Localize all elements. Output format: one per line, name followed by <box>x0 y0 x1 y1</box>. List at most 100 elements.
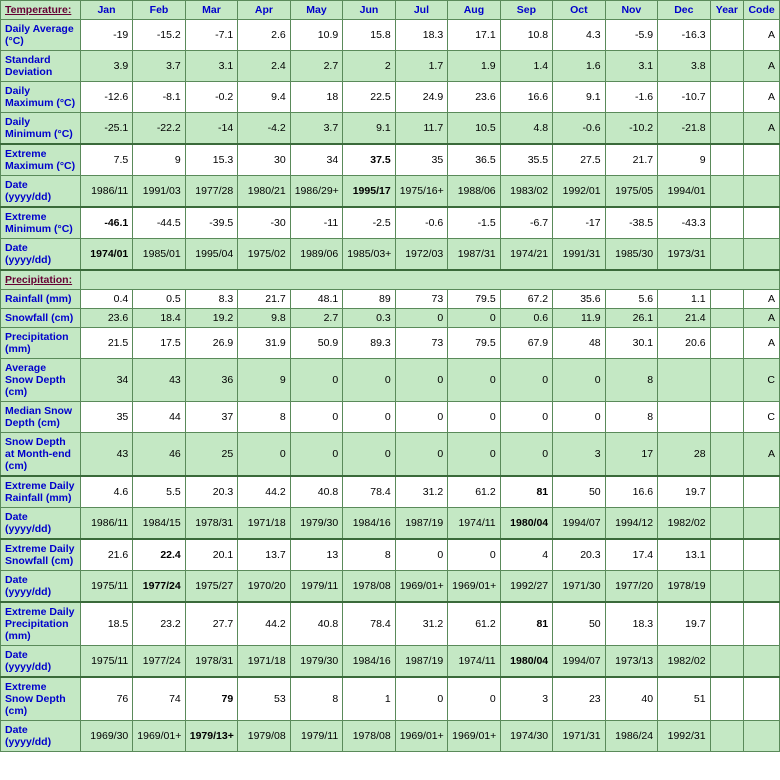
cell-value: 31.9 <box>238 328 290 359</box>
cell-value: -11 <box>290 207 342 239</box>
cell-value: -10.7 <box>658 82 710 113</box>
cell-value: 3 <box>500 677 552 721</box>
cell-value: -0.6 <box>553 113 605 145</box>
cell-value: 1979/08 <box>238 721 290 752</box>
col-header: Jan <box>80 1 132 20</box>
cell-year <box>710 20 744 51</box>
cell-year <box>710 571 744 603</box>
cell-value: -0.6 <box>395 207 447 239</box>
cell-value: 19.7 <box>658 476 710 508</box>
cell-value: 43 <box>133 359 185 402</box>
cell-value: 28 <box>658 433 710 477</box>
cell-value: 8 <box>605 359 657 402</box>
cell-value: 31.2 <box>395 476 447 508</box>
cell-year <box>710 359 744 402</box>
cell-value: 35.5 <box>500 144 552 176</box>
cell-value: 1991/31 <box>553 239 605 271</box>
cell-year <box>710 82 744 113</box>
cell-value: 35 <box>80 402 132 433</box>
cell-value: 9 <box>658 144 710 176</box>
cell-value: 1986/29+ <box>290 176 342 208</box>
cell-value: 1984/15 <box>133 508 185 540</box>
cell-value: 1980/04 <box>500 646 552 678</box>
row-label: Date (yyyy/dd) <box>1 239 81 271</box>
cell-value: 0 <box>500 359 552 402</box>
col-header: Jul <box>395 1 447 20</box>
cell-value: -2.5 <box>343 207 395 239</box>
cell-value: 1977/24 <box>133 571 185 603</box>
table-row: Date (yyyy/dd)1986/111984/151978/311971/… <box>1 508 780 540</box>
cell-value: 1994/01 <box>658 176 710 208</box>
section-header: Temperature: <box>1 1 81 20</box>
table-row: Date (yyyy/dd)1975/111977/241975/271970/… <box>1 571 780 603</box>
cell-value: 1970/20 <box>238 571 290 603</box>
cell-value: 8.3 <box>185 290 237 309</box>
table-row: Daily Average (°C)-19-15.2-7.12.610.915.… <box>1 20 780 51</box>
cell-value: -5.9 <box>605 20 657 51</box>
cell-value: 73 <box>395 290 447 309</box>
cell-value: 1.4 <box>500 51 552 82</box>
cell-value: 1 <box>343 677 395 721</box>
col-header: Nov <box>605 1 657 20</box>
cell-value: 0 <box>500 402 552 433</box>
cell-value: 1969/01+ <box>133 721 185 752</box>
cell-value: 40.8 <box>290 602 342 646</box>
cell-value: -38.5 <box>605 207 657 239</box>
cell-value: 1987/19 <box>395 646 447 678</box>
cell-year <box>710 433 744 477</box>
cell-value: 48.1 <box>290 290 342 309</box>
cell-value: 78.4 <box>343 602 395 646</box>
cell-value: 0 <box>448 433 500 477</box>
cell-value: -25.1 <box>80 113 132 145</box>
cell-value <box>658 402 710 433</box>
row-label: Extreme Snow Depth (cm) <box>1 677 81 721</box>
cell-value: 9.4 <box>238 82 290 113</box>
row-label: Date (yyyy/dd) <box>1 646 81 678</box>
cell-value: 35.6 <box>553 290 605 309</box>
cell-value: 67.2 <box>500 290 552 309</box>
cell-value: 27.5 <box>553 144 605 176</box>
row-label: Extreme Maximum (°C) <box>1 144 81 176</box>
cell-value: 0 <box>343 402 395 433</box>
table-row: Date (yyyy/dd)1974/011985/011995/041975/… <box>1 239 780 271</box>
cell-value: 0 <box>395 677 447 721</box>
cell-value: 3.7 <box>133 51 185 82</box>
cell-value: 19.7 <box>658 602 710 646</box>
cell-value: 1973/13 <box>605 646 657 678</box>
cell-year <box>710 677 744 721</box>
cell-value: 1978/08 <box>343 571 395 603</box>
cell-value: 13.1 <box>658 539 710 571</box>
cell-value: 1983/02 <box>500 176 552 208</box>
table-row: Snow Depth at Month-end (cm)434625000000… <box>1 433 780 477</box>
cell-value: 0 <box>500 433 552 477</box>
cell-value: 50 <box>553 602 605 646</box>
cell-year <box>710 602 744 646</box>
cell-value: 1980/04 <box>500 508 552 540</box>
cell-value: 23.6 <box>448 82 500 113</box>
cell-year <box>710 176 744 208</box>
cell-value: 1980/21 <box>238 176 290 208</box>
cell-value: 61.2 <box>448 602 500 646</box>
cell-value: 0.4 <box>80 290 132 309</box>
cell-year <box>710 721 744 752</box>
cell-code <box>744 144 780 176</box>
cell-value: 1.7 <box>395 51 447 82</box>
row-label: Date (yyyy/dd) <box>1 721 81 752</box>
cell-code <box>744 646 780 678</box>
cell-value: 4.6 <box>80 476 132 508</box>
cell-code: A <box>744 20 780 51</box>
cell-code <box>744 176 780 208</box>
col-header: Feb <box>133 1 185 20</box>
cell-value: 17.5 <box>133 328 185 359</box>
cell-value: 1987/19 <box>395 508 447 540</box>
cell-value: 1.9 <box>448 51 500 82</box>
cell-value: 1992/27 <box>500 571 552 603</box>
cell-value: 34 <box>290 144 342 176</box>
cell-code <box>744 677 780 721</box>
cell-value: 0.3 <box>343 309 395 328</box>
cell-value: 1994/07 <box>553 646 605 678</box>
row-label: Snow Depth at Month-end (cm) <box>1 433 81 477</box>
cell-value: 1982/02 <box>658 646 710 678</box>
cell-value: 8 <box>290 677 342 721</box>
cell-value: 0 <box>448 677 500 721</box>
